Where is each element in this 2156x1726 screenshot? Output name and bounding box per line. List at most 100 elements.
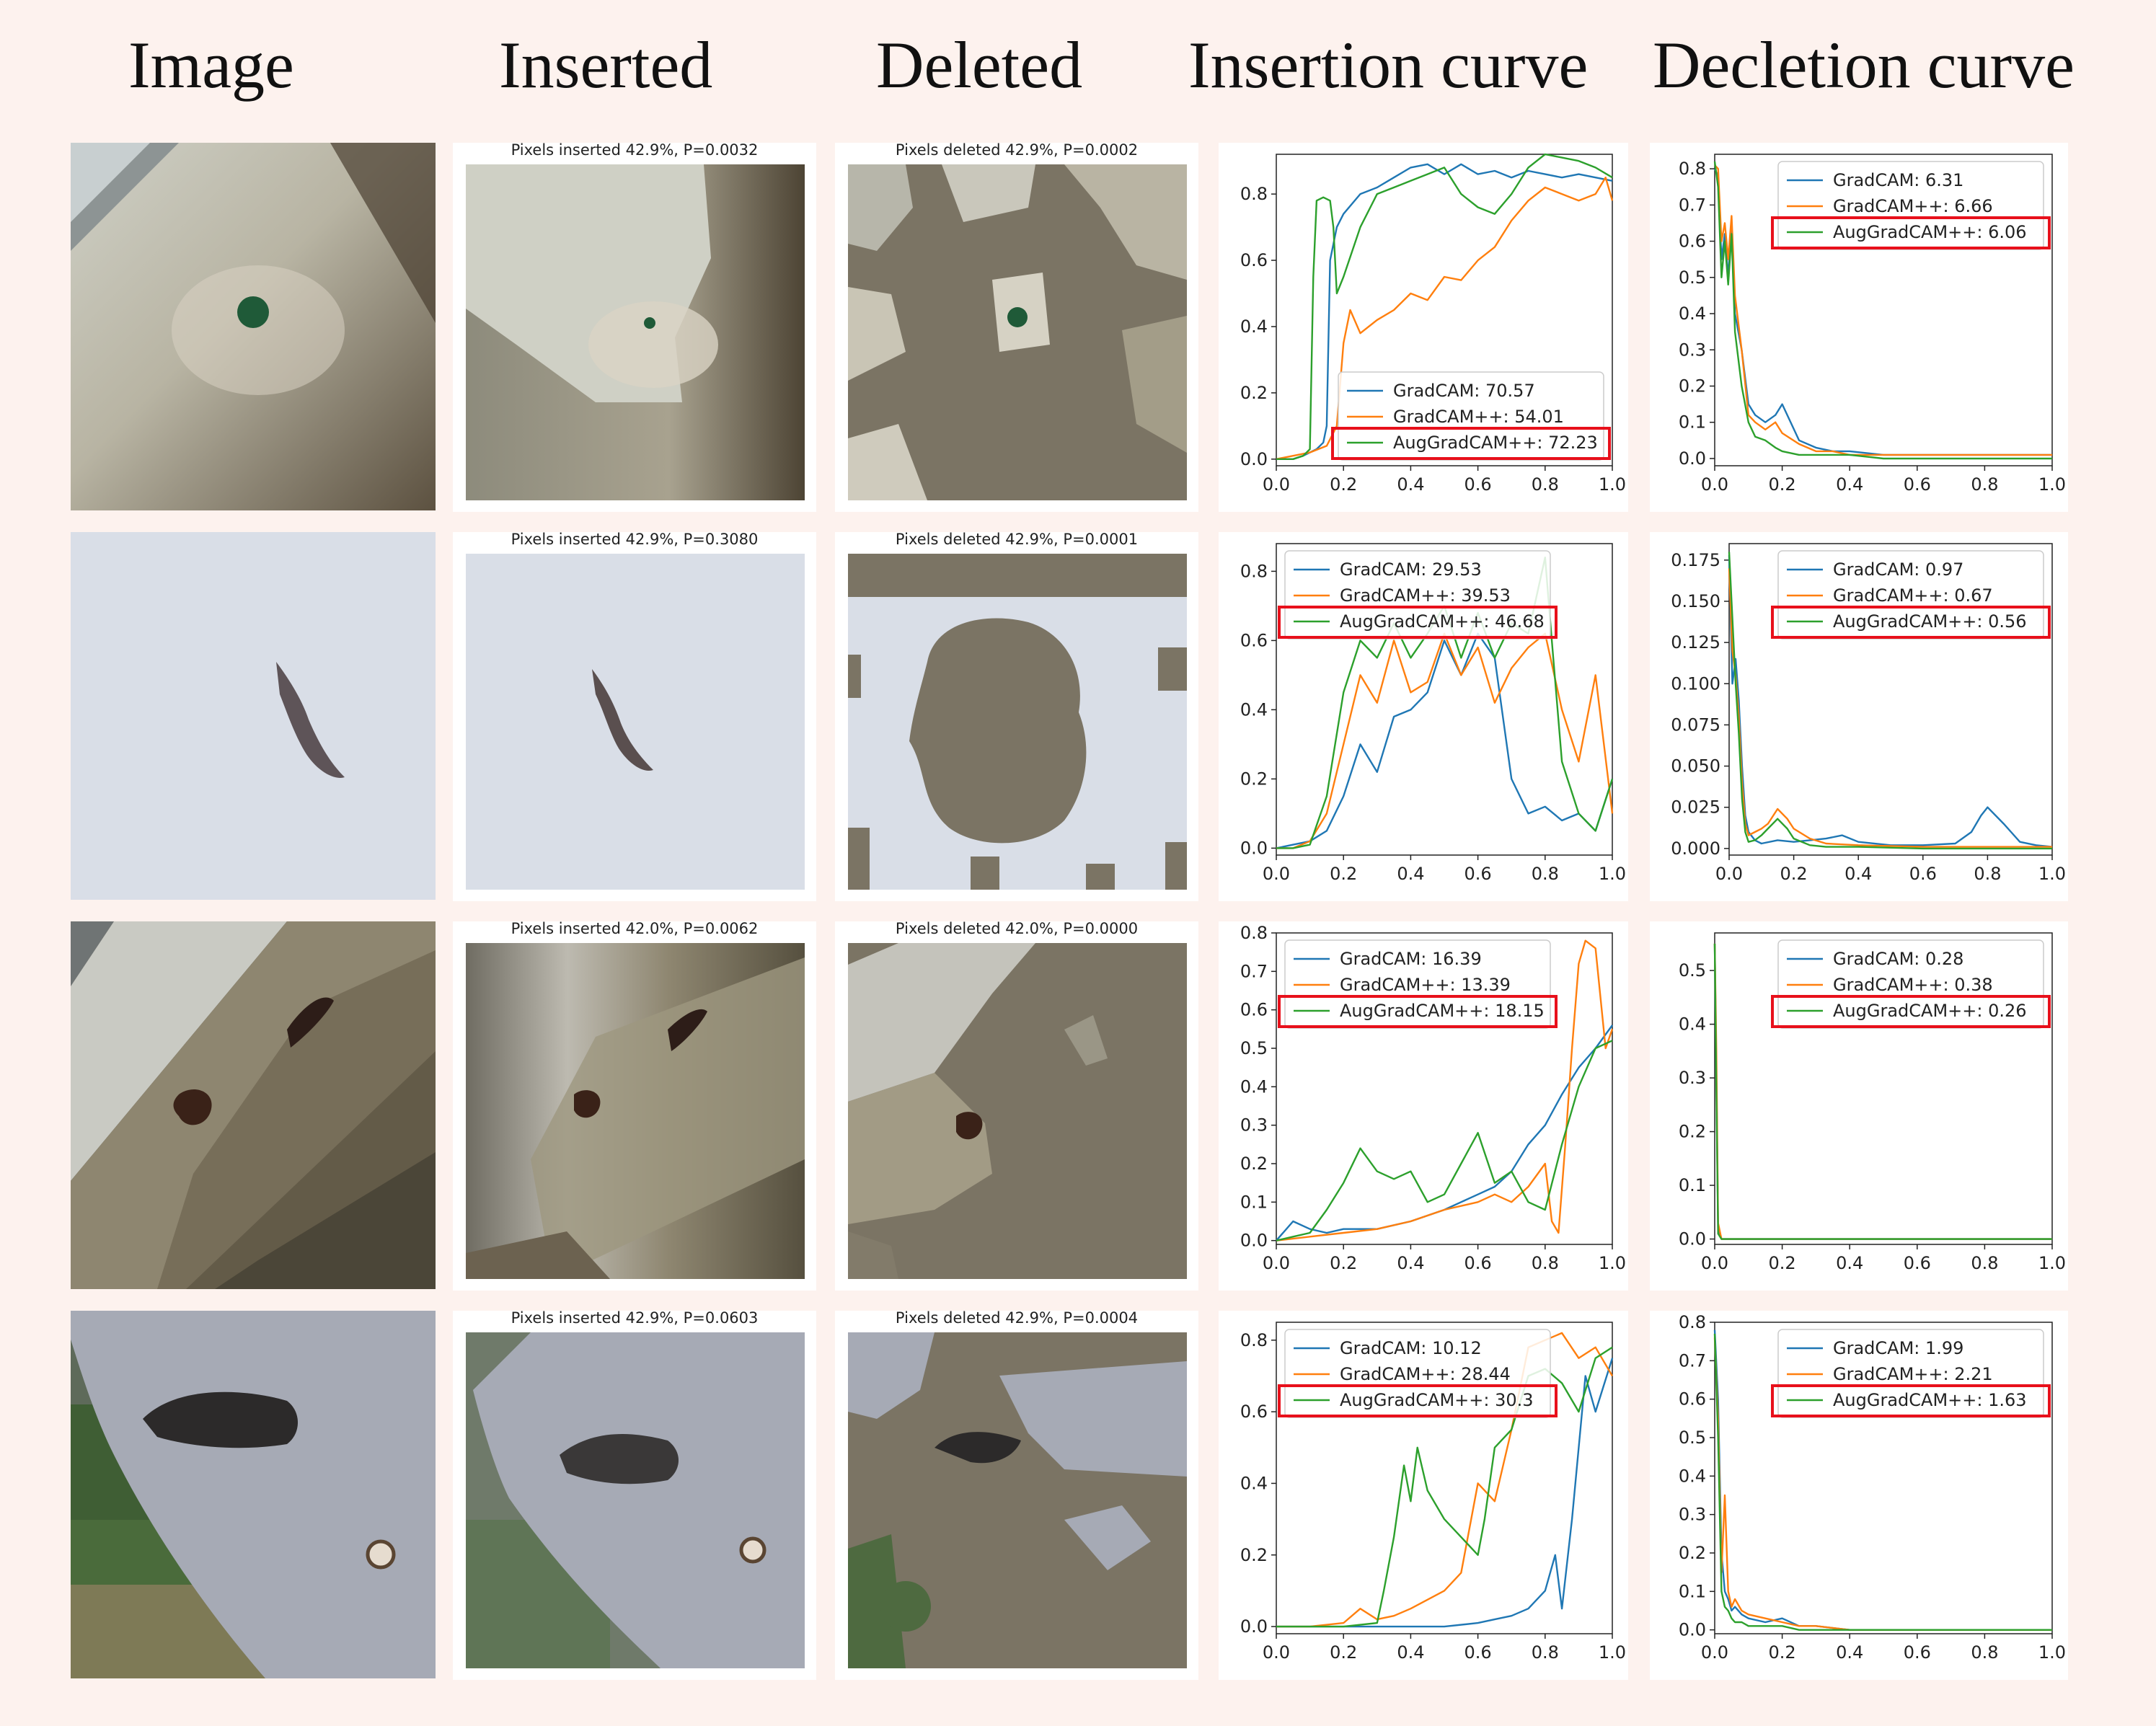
x-tick-label: 0.2 — [1330, 864, 1357, 884]
y-tick-label: 0.4 — [1240, 317, 1268, 337]
insertion-chart-cell-row-3: 0.0 0.2 0.4 0.6 0.8 1.0 0.0 0.1 0.2 0.3 0.4 0.5 0.6 0… — [1219, 921, 1628, 1291]
insertion-chart-cell-row-1: 0.0 0.2 0.4 0.6 0.8 1.0 0.0 0.2 0.4 0.6 0.8 GradCAM… — [1219, 143, 1628, 512]
deleted-title-row-3: Pixels deleted 42.0%, P=0.0000 — [895, 920, 1139, 937]
y-tick-label: 0.4 — [1240, 699, 1268, 720]
legend: GradCAM: 1.99 GradCAM++: 2.21 AugGradCAM++… — [1771, 1329, 2051, 1418]
insertion-chart-cell-row-4: 0.0 0.2 0.4 0.6 0.8 1.0 0.0 0.2 0.4 0.6 0.8 GradCAM… — [1219, 1311, 1628, 1680]
deletion-chart-row-1: 0.0 0.2 0.4 0.6 0.8 1.0 0.0 0.1 0.2 0.3 0.4 0.5 0.6 0… — [1650, 143, 2068, 512]
x-tick-label: 0.6 — [1464, 1642, 1492, 1663]
series-line-gradcam-plus-plus — [1276, 632, 1614, 849]
deletion-chart-row-4: 0.0 0.2 0.4 0.6 0.8 1.0 0.0 0.1 0.2 0.3 0.4 0.5 0.6 0… — [1650, 1311, 2068, 1680]
x-tick-label: 0.0 — [1701, 1642, 1728, 1663]
legend-label-auggradcam-plus-plus: AugGradCAM++: 6.06 — [1833, 222, 2027, 242]
x-tick-label: 0.0 — [1701, 474, 1728, 495]
y-tick-label: 0.0 — [1240, 1231, 1268, 1251]
y-tick-label: 0.4 — [1679, 304, 1706, 324]
highlight-box — [1771, 995, 2051, 1028]
legend-label-gradcam: GradCAM: 6.31 — [1833, 170, 1963, 190]
y-tick-label: 0.8 — [1240, 923, 1268, 943]
series-line-gradcam — [1276, 163, 1613, 460]
column-title-inserted: Inserted — [499, 28, 713, 102]
inserted-cell-row-2: Pixels inserted 42.9%, P=0.3080 — [453, 531, 816, 901]
insertion-chart-row-1: 0.0 0.2 0.4 0.6 0.8 1.0 0.0 0.2 0.4 0.6 0.8 GradCAM… — [1219, 143, 1628, 512]
legend: GradCAM: 0.97 GradCAM++: 0.67 AugGradCAM++… — [1771, 550, 2051, 639]
deletion-chart-svg-row-1: 0.0 0.2 0.4 0.6 0.8 1.0 0.0 0.1 0.2 0.3 0.4 0.5 0.6 0… — [1679, 154, 2066, 495]
y-tick-label: 0.2 — [1240, 1154, 1268, 1174]
inserted-image-row-4 — [466, 1332, 805, 1668]
x-tick-label: 1.0 — [1599, 864, 1626, 884]
series-line-auggradcam-plus-plus — [1276, 1346, 1613, 1628]
legend: GradCAM: 6.31 GradCAM++: 6.66 AugGradCAM++… — [1771, 161, 2051, 250]
inserted-image-row-2 — [466, 554, 805, 890]
plot-frame — [1276, 154, 1613, 466]
series-line-gradcam-plus-plus — [1276, 177, 1614, 460]
deletion-chart-cell-row-2: 0.0 0.2 0.4 0.6 0.8 1.0 0.000 0.025 0.050 0.075 0.… — [1650, 532, 2068, 901]
x-tick-label: 0.4 — [1836, 1253, 1863, 1273]
y-tick-label: 0.4 — [1240, 1076, 1268, 1097]
y-tick-label: 0.175 — [1671, 550, 1720, 570]
column-title-deletion-curve: Decletion curve — [1653, 28, 2075, 102]
x-tick-label: 1.0 — [2038, 1253, 2066, 1273]
y-tick-label: 0.7 — [1240, 961, 1268, 981]
plot-frame — [1276, 932, 1613, 1245]
x-tick-label: 0.8 — [1532, 1253, 1559, 1273]
insertion-chart-row-4: 0.0 0.2 0.4 0.6 0.8 1.0 0.0 0.2 0.4 0.6 0.8 GradCAM… — [1219, 1311, 1628, 1680]
x-tick-label: 0.8 — [1971, 474, 1998, 495]
legend-label-auggradcam-plus-plus: AugGradCAM++: 30.3 — [1340, 1390, 1534, 1410]
column-title-deleted: Deleted — [876, 28, 1083, 102]
series-line-auggradcam-plus-plus — [1728, 552, 2052, 850]
inserted-cell-row-1: Pixels inserted 42.9%, P=0.0032 — [453, 141, 816, 512]
y-tick-label: 0.6 — [1679, 231, 1706, 252]
x-tick-label: 0.4 — [1397, 864, 1424, 884]
y-tick-label: 0.1 — [1679, 412, 1706, 433]
legend: GradCAM: 29.53 GradCAM++: 39.53 AugGradCAM… — [1278, 550, 1558, 639]
x-tick-label: 0.6 — [1464, 474, 1492, 495]
x-tick-label: 0.0 — [1263, 1253, 1290, 1273]
y-tick-label: 0.7 — [1679, 1350, 1706, 1371]
y-tick-label: 0.150 — [1671, 591, 1720, 611]
legend: GradCAM: 16.39 GradCAM++: 13.39 AugGradCAM… — [1278, 939, 1558, 1029]
x-tick-label: 0.8 — [1971, 1642, 1998, 1663]
y-tick-label: 0.8 — [1240, 1330, 1268, 1350]
y-tick-label: 0.6 — [1679, 1389, 1706, 1409]
series-line-gradcam — [1276, 1358, 1614, 1628]
y-tick-label: 0.3 — [1679, 340, 1706, 360]
legend: GradCAM: 0.28 GradCAM++: 0.38 AugGradCAM++… — [1771, 939, 2051, 1029]
x-tick-label: 0.8 — [1532, 474, 1559, 495]
legend-label-gradcam: GradCAM: 1.99 — [1833, 1338, 1963, 1358]
plot-frame — [1714, 154, 2053, 466]
x-tick-label: 1.0 — [1599, 1253, 1626, 1273]
deletion-chart-cell-row-1: 0.0 0.2 0.4 0.6 0.8 1.0 0.0 0.1 0.2 0.3 0.4 0.5 0.6 0… — [1650, 143, 2068, 512]
series-line-auggradcam-plus-plus — [1713, 161, 2052, 460]
y-tick-label: 0.5 — [1240, 1038, 1268, 1058]
x-tick-label: 0.8 — [1532, 1642, 1559, 1663]
x-tick-label: 0.2 — [1769, 474, 1796, 495]
deleted-cell-row-2: Pixels deleted 42.9%, P=0.0001 — [835, 531, 1198, 901]
legend-label-auggradcam-plus-plus: AugGradCAM++: 46.68 — [1340, 611, 1545, 632]
x-tick-label: 0.2 — [1330, 1253, 1357, 1273]
y-tick-label: 0.125 — [1671, 632, 1720, 652]
x-tick-label: 0.4 — [1836, 474, 1863, 495]
column-title-insertion-curve: Insertion curve — [1188, 28, 1589, 102]
original-image-row-1 — [71, 143, 436, 510]
x-tick-label: 1.0 — [1599, 474, 1626, 495]
y-tick-label: 0.6 — [1240, 630, 1268, 650]
legend-label-gradcam-plus-plus: GradCAM++: 2.21 — [1833, 1364, 1993, 1384]
series-line-gradcam-plus-plus — [1276, 1332, 1614, 1628]
x-tick-label: 0.0 — [1263, 474, 1290, 495]
inserted-image-row-1 — [466, 164, 805, 500]
x-tick-label: 0.6 — [1464, 1253, 1492, 1273]
y-tick-label: 0.0 — [1679, 1620, 1706, 1640]
highlight-box — [1278, 1384, 1558, 1417]
series-line-gradcam-plus-plus — [1276, 939, 1614, 1242]
y-tick-label: 0.2 — [1679, 1543, 1706, 1563]
legend-label-auggradcam-plus-plus: AugGradCAM++: 18.15 — [1340, 1001, 1545, 1021]
deleted-image-row-1 — [848, 164, 1187, 500]
highlight-box — [1331, 427, 1611, 460]
x-tick-label: 0.0 — [1263, 864, 1290, 884]
insertion-chart-svg-row-1: 0.0 0.2 0.4 0.6 0.8 1.0 0.0 0.2 0.4 0.6 0.8 GradCAM… — [1240, 153, 1626, 495]
series-line-auggradcam-plus-plus — [1276, 153, 1613, 460]
y-tick-label: 0.3 — [1240, 1115, 1268, 1136]
highlight-box — [1278, 606, 1558, 639]
x-tick-label: 0.2 — [1769, 1253, 1796, 1273]
